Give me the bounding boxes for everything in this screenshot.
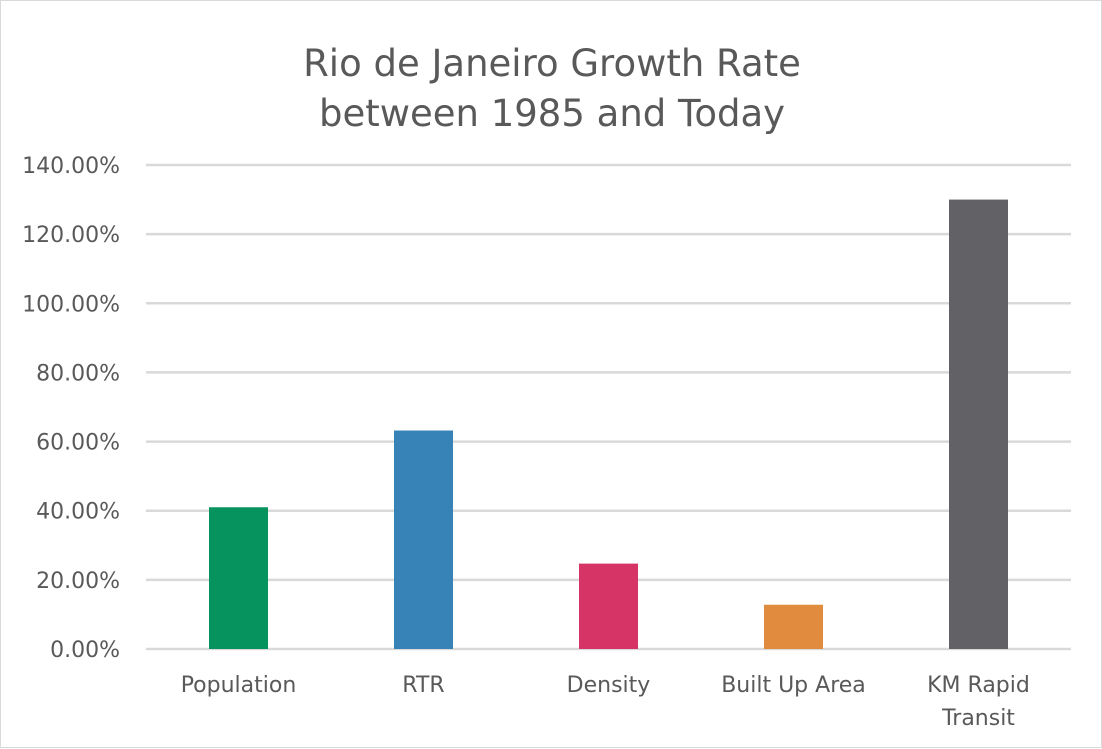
y-tick-label: 0.00% — [50, 638, 120, 663]
bar-km-rapid-transit — [949, 199, 1008, 650]
y-tick-label: 120.00% — [22, 223, 120, 248]
x-tick-label: RTR — [402, 673, 444, 698]
y-tick-label: 100.00% — [22, 292, 120, 317]
x-tick-label: Density — [567, 673, 651, 698]
x-tick-label: Built Up Area — [721, 673, 866, 698]
title-line-2: between 1985 and Today — [318, 92, 786, 135]
y-tick-label: 80.00% — [36, 361, 120, 386]
y-tick-label: 20.00% — [36, 569, 120, 594]
bar-population — [209, 507, 268, 649]
y-tick-label: 140.00% — [22, 154, 120, 179]
y-tick-label: 40.00% — [36, 500, 120, 525]
bar-density — [579, 563, 638, 649]
title-line-1: Rio de Janeiro Growth Rate — [303, 42, 801, 85]
x-tick-label: KM Rapid — [927, 673, 1030, 698]
y-tick-label: 60.00% — [36, 431, 120, 456]
chart-title: Rio de Janeiro Growth Rate between 1985 … — [1, 39, 1102, 139]
x-tick-label: Transit — [941, 706, 1015, 731]
x-tick-label: Population — [181, 673, 297, 698]
bar-rtr — [394, 430, 453, 649]
bar-built-up-area — [764, 604, 823, 649]
